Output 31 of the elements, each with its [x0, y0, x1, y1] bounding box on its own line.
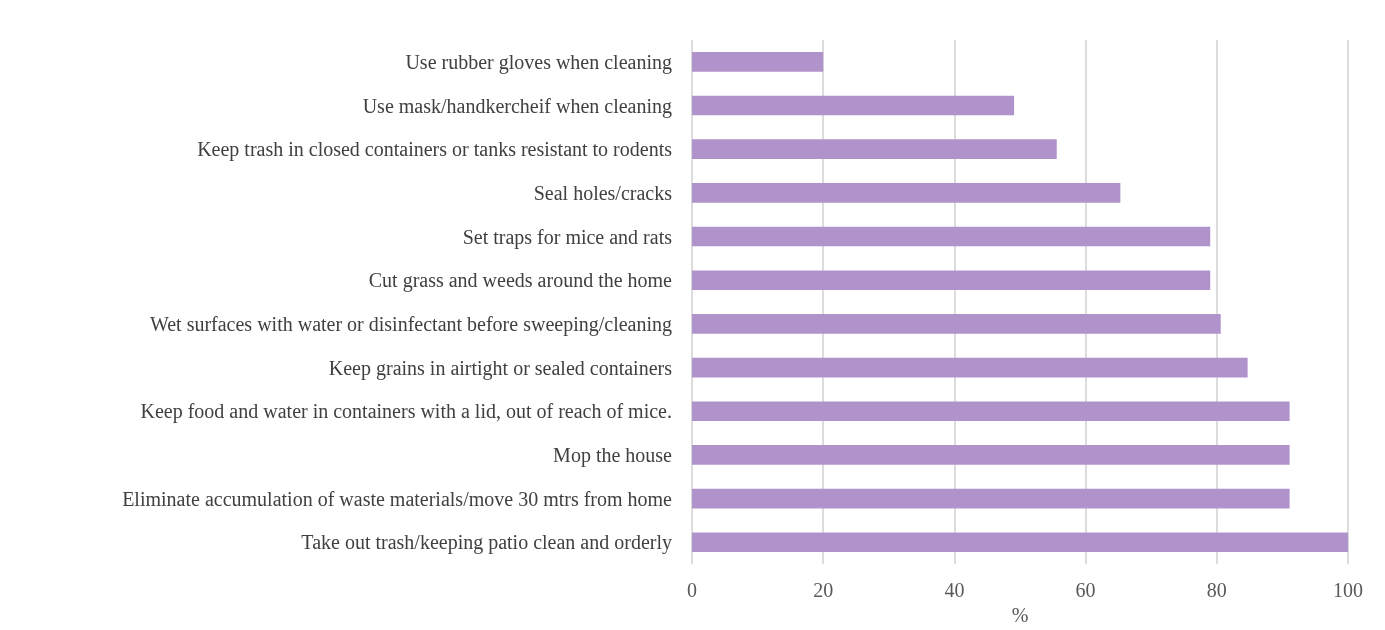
- y-tick-label: Set traps for mice and rats: [462, 225, 673, 249]
- y-tick-label: Use mask/handkercheif when cleaning: [362, 94, 672, 118]
- bar: [692, 401, 1290, 422]
- bar: [692, 95, 1015, 116]
- x-tick-label: 40: [944, 579, 965, 602]
- bar: [692, 226, 1211, 247]
- y-tick-label: Wet surfaces with water or disinfectant before sweeping/cleaning: [149, 312, 672, 336]
- bar: [692, 488, 1290, 509]
- bar: [692, 52, 824, 72]
- y-tick-label: Take out trash/keeping patio clean and orderly: [301, 531, 672, 555]
- y-tick-label: Use rubber gloves when cleaning: [405, 50, 672, 74]
- x-tick-label: 100: [1333, 579, 1363, 602]
- bar: [692, 139, 1057, 160]
- y-tick-label: Keep food and water in containers with a lid, out of reach of mice.: [140, 400, 672, 424]
- bar: [692, 532, 1348, 553]
- x-tick-label: 0: [687, 579, 697, 602]
- bar: [692, 270, 1211, 291]
- bar: [692, 314, 1221, 334]
- x-tick-label: 60: [1075, 579, 1096, 602]
- bar: [692, 445, 1290, 465]
- y-tick-label: Keep grains in airtight or sealed containers: [328, 356, 673, 380]
- x-axis-title: %: [1011, 604, 1029, 626]
- bar: [692, 357, 1248, 378]
- bar: [692, 183, 1121, 203]
- x-tick-label: 80: [1206, 579, 1227, 602]
- y-tick-label: Keep trash in closed containers or tanks resistant to rodents: [197, 138, 673, 162]
- x-tick-label: 20: [813, 579, 834, 602]
- y-tick-label: Eliminate accumulation of waste materials/move 30 mtrs from home: [122, 487, 673, 510]
- y-tick-label: Mop the house: [553, 443, 673, 467]
- y-tick-label: Seal holes/cracks: [533, 181, 673, 204]
- y-tick-label: Cut grass and weeds around the home: [368, 269, 673, 293]
